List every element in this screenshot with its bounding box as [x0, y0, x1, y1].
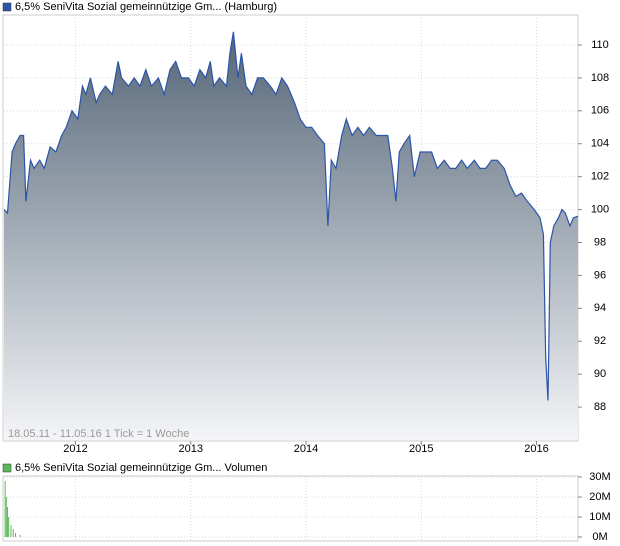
volume-bar	[6, 507, 8, 537]
x-tick-label: 2015	[409, 443, 433, 455]
y-tick-label: 102	[591, 171, 609, 183]
y-tick-label: 30M	[589, 471, 610, 483]
legend-swatch	[2, 2, 12, 12]
y-tick-label: 96	[594, 269, 606, 281]
volume-bar	[19, 535, 21, 537]
volume-bar	[15, 533, 17, 537]
y-tick-label: 92	[594, 335, 606, 347]
y-tick-label: 90	[594, 368, 606, 380]
volume-bar	[5, 497, 7, 537]
y-tick-label: 100	[591, 203, 609, 215]
y-tick-label: 104	[591, 138, 609, 150]
chart-title: 6,5% SeniVita Sozial gemeinnützige Gm...…	[15, 1, 277, 13]
y-tick-label: 10M	[589, 511, 610, 523]
x-tick-label: 2016	[524, 443, 548, 455]
y-tick-label: 106	[591, 105, 609, 117]
y-tick-label: 108	[591, 72, 609, 84]
x-tick-label: 2012	[63, 443, 87, 455]
volume-bar	[12, 529, 14, 537]
chart-title: 6,5% SeniVita Sozial gemeinnützige Gm...…	[15, 462, 267, 474]
price-line	[3, 31, 579, 401]
plot-frame	[2, 475, 579, 542]
legend-swatch	[2, 463, 12, 473]
y-tick-label: 94	[594, 302, 606, 314]
volume-bar	[10, 525, 12, 537]
y-tick-label: 98	[594, 236, 606, 248]
y-tick-label: 110	[591, 39, 609, 51]
volume-bar	[4, 481, 6, 537]
x-tick-label: 2014	[294, 443, 318, 455]
y-tick-label: 0M	[592, 531, 607, 543]
area-fill	[4, 31, 578, 441]
volume-bar	[8, 517, 10, 537]
annotation: 18.05.11 - 11.05.16 1 Tick = 1 Woche	[8, 428, 189, 440]
y-tick-label: 20M	[589, 491, 610, 503]
y-tick-label: 88	[594, 401, 606, 413]
x-tick-label: 2013	[178, 443, 202, 455]
